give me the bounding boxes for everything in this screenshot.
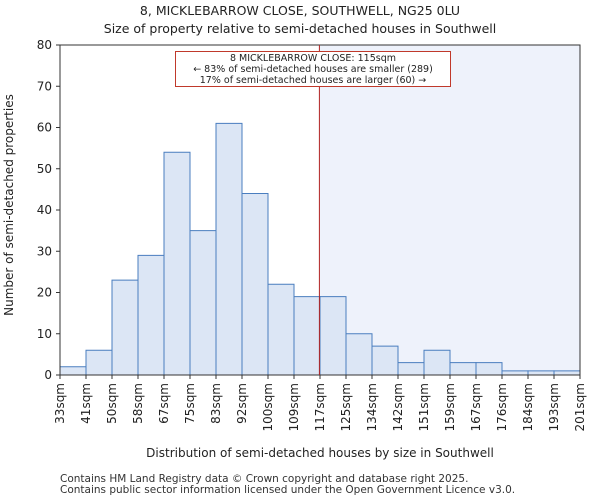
x-tick-label: 193sqm [547,383,561,431]
footer-copyright: Contains HM Land Registry data © Crown c… [60,473,469,485]
histogram-bar [85,349,113,376]
histogram-bar [553,370,581,376]
x-tick-label: 117sqm [313,383,327,431]
histogram-bar [319,296,347,376]
x-tick-label: 41sqm [79,383,93,424]
y-axis-label: Number of semi-detached properties [2,94,16,316]
histogram-bar [137,254,165,376]
x-tick-label: 142sqm [391,383,405,431]
x-tick-label: 134sqm [365,383,379,431]
x-tick-label: 67sqm [157,383,171,424]
histogram-bar [163,151,191,376]
annotation-line-2: ← 83% of semi-detached houses are smalle… [193,64,433,75]
x-tick-label: 92sqm [235,383,249,424]
x-tick-label: 33sqm [53,383,67,424]
histogram-bar [423,349,451,376]
histogram-bar [59,366,87,376]
histogram-bar [189,230,217,376]
y-tick-label: 70 [37,79,52,93]
histogram-bar [397,362,425,376]
histogram-bar [501,370,529,376]
x-tick-label: 184sqm [521,383,535,431]
chart-title: 8, MICKLEBARROW CLOSE, SOUTHWELL, NG25 0… [139,3,461,18]
histogram-bar [345,333,373,376]
chart-subtitle: Size of property relative to semi-detach… [103,21,497,36]
x-axis-label: Distribution of semi-detached houses by … [146,446,494,460]
y-tick-label: 20 [37,286,52,300]
x-tick-label: 167sqm [469,383,483,431]
histogram-bar [241,193,269,376]
x-tick-label: 109sqm [287,383,301,431]
annotation-line-3: 17% of semi-detached houses are larger (… [199,75,427,86]
x-tick-label: 75sqm [183,383,197,424]
x-tick-label: 176sqm [495,383,509,431]
histogram-bar [527,370,555,376]
x-tick-label: 201sqm [573,383,587,431]
y-tick-label: 10 [37,327,52,341]
y-tick-label: 80 [37,38,52,52]
annotation-line-1: 8 MICKLEBARROW CLOSE: 115sqm [229,53,396,64]
property-annotation-box: 8 MICKLEBARROW CLOSE: 115sqm ← 83% of se… [175,51,451,87]
larger-region-highlight [319,45,580,375]
histogram-bar [111,279,139,376]
x-tick-label: 159sqm [443,383,457,431]
y-tick-label: 50 [37,162,52,176]
x-tick-label: 83sqm [209,383,223,424]
y-tick-label: 30 [37,244,52,258]
x-tick-label: 50sqm [105,383,119,424]
histogram-bar [449,362,477,376]
histogram-bar [475,362,503,376]
histogram-bar [371,345,399,376]
x-tick-label: 100sqm [261,383,275,431]
x-tick-label: 58sqm [131,383,145,424]
y-tick-label: 60 [37,121,52,135]
y-tick-label: 0 [44,368,52,382]
y-tick-label: 40 [37,203,52,217]
histogram-bar [267,283,295,376]
histogram-bar [293,296,321,376]
x-tick-label: 125sqm [339,383,353,431]
x-tick-label: 151sqm [417,383,431,431]
histogram-bar [215,122,243,376]
footer-licence: Contains public sector information licen… [60,484,516,496]
